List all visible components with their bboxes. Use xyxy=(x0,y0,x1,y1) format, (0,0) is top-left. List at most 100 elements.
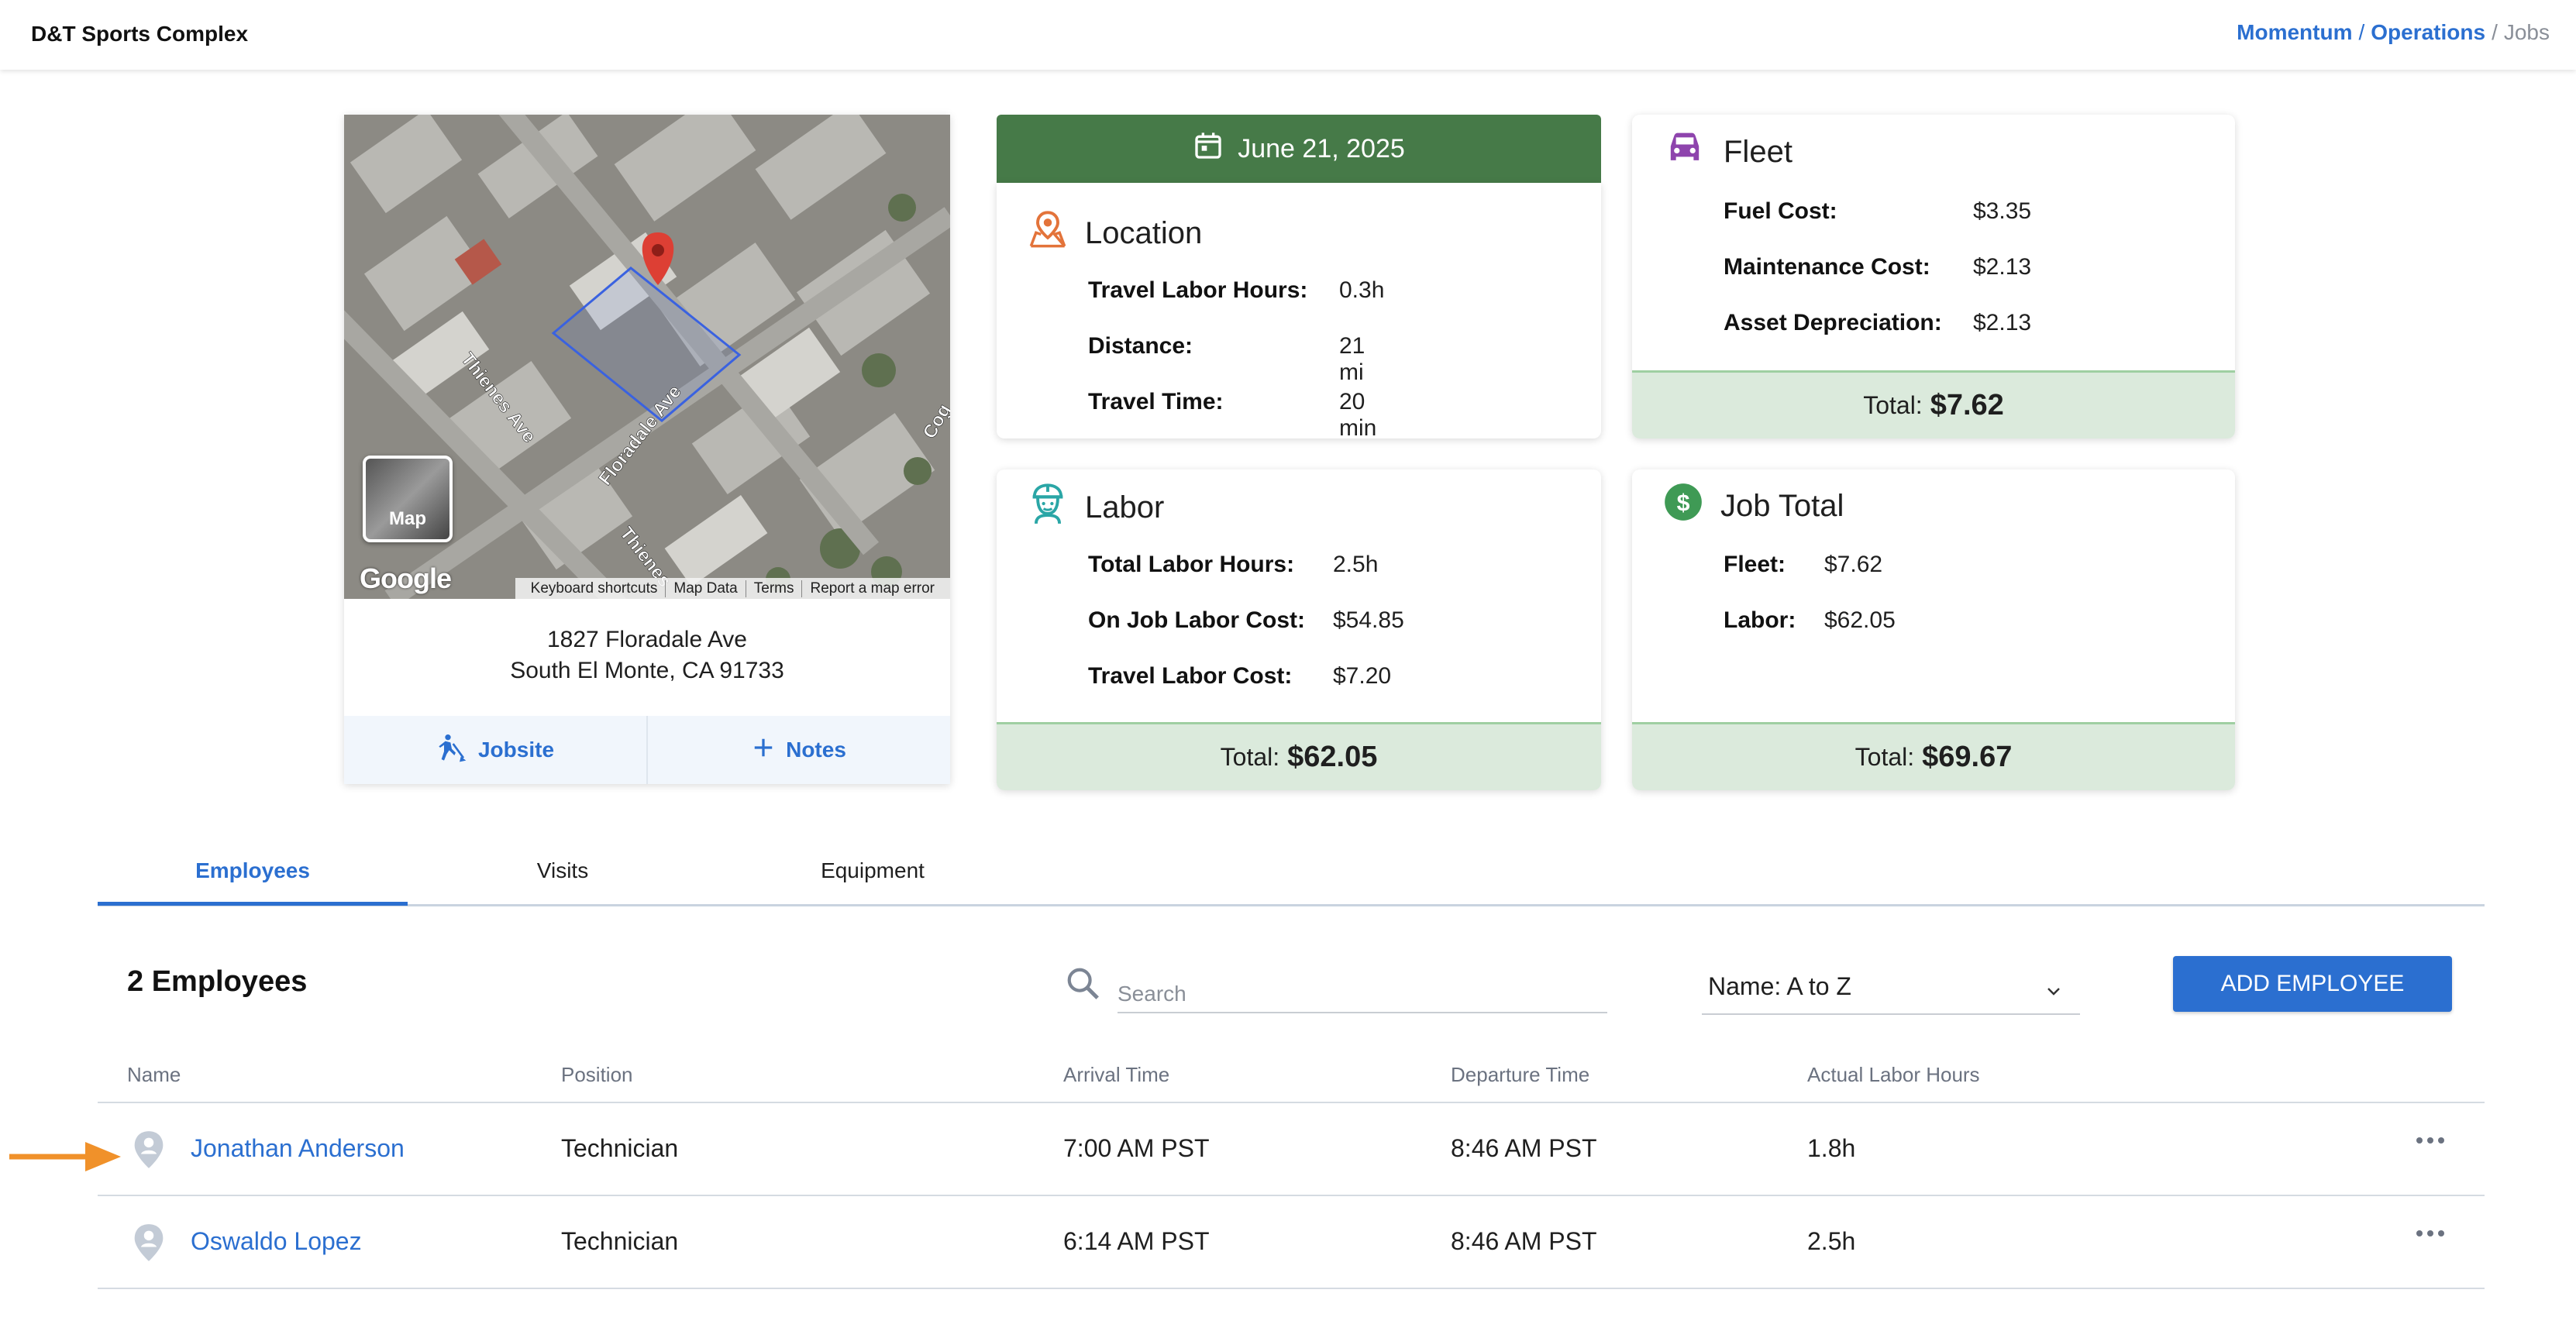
map-pin-icon xyxy=(1028,209,1068,257)
jobsite-map-card: Thienes Ave Floradale Ave Thienes Cog Ma… xyxy=(344,115,950,784)
map-data-link[interactable]: Map Data xyxy=(666,580,746,597)
tab-employees[interactable]: Employees xyxy=(195,858,310,882)
address-line-1: 1827 Floradale Ave xyxy=(547,627,747,652)
total-label: Total: xyxy=(1855,743,1915,771)
employee-table-header: Name Position Arrival Time Departure Tim… xyxy=(98,1060,2485,1103)
job-total-value: $69.67 xyxy=(1922,741,2013,773)
row-label: Fuel Cost: xyxy=(1724,198,1837,224)
job-total-card-header: $ Job Total xyxy=(1663,482,1844,530)
row-value: $2.13 xyxy=(1973,254,2032,280)
jobsite-address: 1827 Floradale Ave South El Monte, CA 91… xyxy=(344,624,950,686)
employee-location-pin-icon xyxy=(132,1130,166,1174)
job-total-card-title: Job Total xyxy=(1720,488,1844,523)
fuel-cost-row: Fuel Cost: $3.35 xyxy=(1724,198,2031,225)
more-options-icon[interactable] xyxy=(2416,1230,2444,1236)
jobsite-button[interactable]: Jobsite xyxy=(344,716,646,784)
chevron-down-icon xyxy=(2044,978,2063,1006)
on-job-labor-cost-row: On Job Labor Cost: $54.85 xyxy=(1088,607,1404,634)
search-icon xyxy=(1065,965,1100,1005)
breadcrumb-operations[interactable]: Operations xyxy=(2371,20,2486,44)
fleet-card-header: Fleet xyxy=(1663,129,1793,175)
car-icon xyxy=(1663,129,1706,175)
maintenance-cost-row: Maintenance Cost: $2.13 xyxy=(1724,254,2031,280)
row-label: On Job Labor Cost: xyxy=(1088,607,1305,633)
employee-arrival-time: 6:14 AM PST xyxy=(1063,1227,1210,1255)
fleet-subtotal-row: Fleet: $7.62 xyxy=(1724,552,1882,578)
map-type-toggle[interactable]: Map xyxy=(363,456,453,542)
calendar-icon xyxy=(1193,130,1224,168)
row-value: $7.20 xyxy=(1333,663,1392,689)
jobsite-button-label: Jobsite xyxy=(477,738,555,762)
sort-select[interactable]: Name: A to Z xyxy=(1702,959,2080,1015)
column-header-name[interactable]: Name xyxy=(127,1063,181,1086)
tab-equipment[interactable]: Equipment xyxy=(821,858,925,882)
location-card-title: Location xyxy=(1085,215,1203,250)
labor-subtotal-row: Labor: $62.05 xyxy=(1724,607,1896,634)
labor-card-header: Labor xyxy=(1028,482,1164,533)
svg-text:$: $ xyxy=(1677,490,1690,516)
fleet-total-value: $7.62 xyxy=(1930,389,2004,421)
column-header-departure-time[interactable]: Departure Time xyxy=(1451,1063,1590,1086)
map-attribution: Keyboard shortcuts Map Data Terms Report… xyxy=(515,578,950,599)
labor-card-title: Labor xyxy=(1085,490,1165,524)
plus-icon xyxy=(752,736,775,765)
column-header-position[interactable]: Position xyxy=(561,1063,633,1086)
breadcrumb-momentum[interactable]: Momentum xyxy=(2237,20,2353,44)
tab-visits[interactable]: Visits xyxy=(536,858,589,882)
row-label: Fleet: xyxy=(1724,552,1786,577)
employee-name-link[interactable]: Jonathan Anderson xyxy=(191,1134,405,1162)
travel-labor-cost-row: Travel Labor Cost: $7.20 xyxy=(1088,663,1391,690)
employee-position: Technician xyxy=(561,1227,679,1255)
terms-link[interactable]: Terms xyxy=(746,580,803,597)
fleet-card-title: Fleet xyxy=(1724,134,1793,169)
row-value: 0.3h xyxy=(1339,277,1385,303)
row-value: $54.85 xyxy=(1333,607,1404,633)
employee-name-link[interactable]: Oswaldo Lopez xyxy=(191,1227,362,1255)
active-tab-indicator xyxy=(98,902,408,906)
asset-depreciation-row: Asset Depreciation: $2.13 xyxy=(1724,310,2031,336)
employee-location-pin-icon xyxy=(132,1223,166,1267)
notes-button-label: Notes xyxy=(786,738,846,762)
report-map-error-link[interactable]: Report a map error xyxy=(810,580,935,597)
employee-departure-time: 8:46 AM PST xyxy=(1451,1227,1597,1255)
row-label: Distance: xyxy=(1088,333,1193,359)
add-employee-button[interactable]: ADD EMPLOYEE xyxy=(2173,956,2452,1012)
worker-icon xyxy=(1028,482,1068,533)
annotation-arrow-icon xyxy=(8,1137,124,1180)
row-label: Travel Time: xyxy=(1088,389,1224,414)
satellite-map[interactable]: Thienes Ave Floradale Ave Thienes Cog Ma… xyxy=(344,115,950,599)
map-action-row: Jobsite Notes xyxy=(344,716,950,784)
employee-labor-hours: 2.5h xyxy=(1807,1227,1856,1255)
tab-bar: Employees Visits Equipment xyxy=(98,843,2485,906)
row-value: 2.5h xyxy=(1333,552,1379,577)
row-label: Maintenance Cost: xyxy=(1724,254,1930,280)
employee-count: 2 Employees xyxy=(127,965,308,998)
row-value: $62.05 xyxy=(1824,607,1896,633)
distance-row: Distance: 21 mi xyxy=(1088,333,1365,385)
travel-labor-hours-row: Travel Labor Hours: 0.3h xyxy=(1088,277,1384,304)
table-row: Oswaldo Lopez Technician 6:14 AM PST 8:4… xyxy=(98,1196,2485,1289)
more-options-icon[interactable] xyxy=(2416,1137,2444,1144)
labor-total-value: $62.05 xyxy=(1287,741,1378,773)
column-header-actual-labor-hours[interactable]: Actual Labor Hours xyxy=(1807,1063,1980,1086)
job-date: June 21, 2025 xyxy=(1238,133,1405,163)
breadcrumb-jobs: Jobs xyxy=(2503,20,2550,44)
total-label: Total: xyxy=(1863,391,1923,419)
row-label: Travel Labor Cost: xyxy=(1088,663,1293,689)
search-input[interactable] xyxy=(1118,967,1607,1013)
employee-arrival-time: 7:00 AM PST xyxy=(1063,1134,1210,1162)
location-card-header: Location xyxy=(1028,209,1202,257)
breadcrumb-separator: / xyxy=(2358,20,2365,44)
row-value: $7.62 xyxy=(1824,552,1883,577)
notes-button[interactable]: Notes xyxy=(646,716,950,784)
breadcrumb: Momentum / Operations / Jobs xyxy=(2237,20,2550,45)
sort-select-value: Name: A to Z xyxy=(1708,972,1851,1000)
job-total-bar: Total: $69.67 xyxy=(1632,722,2235,790)
row-label: Total Labor Hours: xyxy=(1088,552,1295,577)
keyboard-shortcuts-link[interactable]: Keyboard shortcuts xyxy=(523,580,666,597)
job-date-bar: June 21, 2025 xyxy=(997,115,1601,183)
breadcrumb-separator: / xyxy=(2492,20,2498,44)
column-header-arrival-time[interactable]: Arrival Time xyxy=(1063,1063,1170,1086)
person-digging-icon xyxy=(436,732,467,769)
address-line-2: South El Monte, CA 91733 xyxy=(510,658,784,683)
